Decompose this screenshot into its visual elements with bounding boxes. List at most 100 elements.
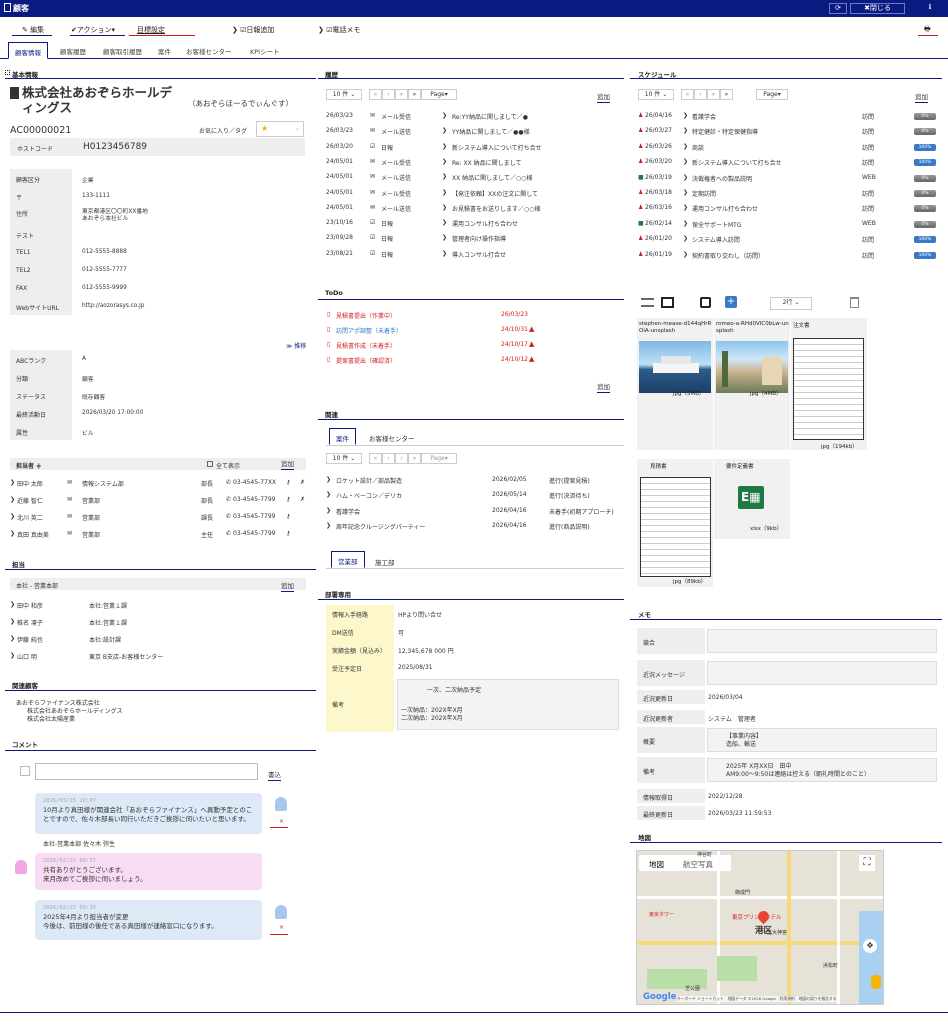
refresh-button[interactable]: ⟳: [829, 3, 847, 14]
tab-projects[interactable]: 案件: [158, 48, 171, 56]
project-chevron[interactable]: ❯: [326, 491, 332, 499]
image-view-icon[interactable]: [661, 297, 674, 308]
basic-field-value[interactable]: http://aozorasys.co.jp: [82, 303, 145, 309]
history-chevron[interactable]: ❯: [442, 188, 448, 196]
schedule-chevron[interactable]: ❯: [683, 204, 689, 212]
history-subject[interactable]: お見積書をお送りします／○○様: [452, 205, 541, 213]
contact-row-chevron[interactable]: ❯: [10, 496, 16, 503]
project-chevron[interactable]: ❯: [326, 506, 332, 514]
box-icon[interactable]: [700, 297, 711, 308]
key-icon[interactable]: ⚷: [286, 479, 291, 486]
schedule-next-button[interactable]: ›: [707, 89, 720, 100]
info-icon[interactable]: ℹ: [928, 3, 932, 11]
history-prev-button[interactable]: ‹: [382, 89, 395, 100]
schedule-title[interactable]: 新システム導入について打ち合せ: [692, 160, 782, 168]
history-subject[interactable]: 管理者向け操作指導: [452, 236, 507, 244]
kanren-per-page-select[interactable]: 10 件 ⌄: [326, 453, 362, 464]
add-staff-button[interactable]: 追加: [281, 582, 294, 592]
schedule-chevron[interactable]: ❯: [683, 173, 689, 181]
wrench-icon[interactable]: ✗: [300, 496, 306, 503]
contact-name[interactable]: 真田 真由美: [17, 532, 49, 539]
todo-title[interactable]: 提案書提出（確認済）: [336, 358, 397, 365]
schedule-title[interactable]: 保全サポートMTG: [692, 221, 742, 229]
tab-customer-history[interactable]: 顧客履歴: [60, 48, 86, 56]
staff-name[interactable]: 椎名 凛子: [17, 620, 43, 627]
kanren-page-select[interactable]: Page▾: [421, 453, 457, 464]
tab-customer-center[interactable]: お客様センター: [186, 48, 232, 56]
schedule-title[interactable]: 看護学会: [692, 114, 717, 121]
show-all-checkbox[interactable]: [207, 461, 213, 467]
add-daily-report-button[interactable]: ❯ ☑日報追加: [232, 26, 275, 34]
schedule-title[interactable]: 契約書取り交わし（訪問）: [692, 252, 765, 260]
tab-transaction-history[interactable]: 顧客取引履歴: [103, 48, 142, 56]
schedule-first-button[interactable]: «: [681, 89, 694, 100]
history-chevron[interactable]: ❯: [442, 157, 448, 165]
project-name[interactable]: 周年記念クルージングパーティー: [336, 523, 426, 531]
map-tab-map[interactable]: 地図: [649, 860, 664, 869]
tab-sales-dept[interactable]: 営業部: [331, 551, 365, 568]
schedule-per-page-select[interactable]: 10 件 ⌄: [638, 89, 674, 100]
envelope-icon[interactable]: ✉: [67, 479, 73, 486]
staff-name[interactable]: 田中 和彦: [17, 603, 43, 610]
todo-title[interactable]: 見積書提出（作業中）: [336, 313, 397, 320]
staff-name[interactable]: 伊藤 純也: [17, 637, 43, 644]
history-chevron[interactable]: ❯: [442, 249, 448, 257]
history-chevron[interactable]: ❯: [442, 112, 448, 119]
staff-chevron[interactable]: ❯: [10, 635, 16, 642]
staff-chevron[interactable]: ❯: [10, 601, 16, 608]
contact-row-chevron[interactable]: ❯: [10, 479, 16, 486]
project-chevron[interactable]: ❯: [326, 521, 332, 529]
history-first-button[interactable]: «: [369, 89, 382, 100]
file-rows-select[interactable]: 2行 ⌄: [770, 297, 812, 310]
kanren-last-button[interactable]: »: [408, 453, 421, 464]
tab-kpi-sheet[interactable]: KPIシート: [250, 48, 280, 56]
staff-name[interactable]: 山口 明: [17, 654, 37, 661]
contact-name[interactable]: 北川 英二: [17, 515, 43, 522]
schedule-chevron[interactable]: ❯: [683, 127, 689, 135]
file-card-1[interactable]: stephen-mease-d144qHrROiA-unsplash jpg（5…: [637, 318, 713, 450]
schedule-chevron[interactable]: ❯: [683, 235, 689, 243]
history-last-button[interactable]: »: [408, 89, 421, 100]
print-icon[interactable]: 🖶: [924, 25, 931, 33]
tab-construction-dept[interactable]: 施工部: [375, 559, 395, 567]
history-chevron[interactable]: ❯: [442, 127, 448, 135]
favorite-tag-select[interactable]: ★ ⌄: [256, 121, 304, 137]
schedule-chevron[interactable]: ❯: [683, 142, 689, 150]
related-item-1[interactable]: あおぞらファイナンス株式会社: [16, 700, 100, 707]
fullscreen-icon[interactable]: ⛶: [859, 855, 875, 871]
tab-customer-info[interactable]: 顧客情報: [8, 42, 48, 59]
goal-button[interactable]: 目標設定: [137, 26, 165, 34]
history-next-button[interactable]: ›: [395, 89, 408, 100]
schedule-title[interactable]: 特定健診・特定保健指導: [692, 129, 759, 137]
history-chevron[interactable]: ❯: [442, 203, 448, 211]
action-menu-button[interactable]: ✔アクション▾: [71, 26, 116, 34]
schedule-page-select[interactable]: Page▾: [756, 89, 788, 100]
add-schedule-button[interactable]: 追加: [915, 93, 928, 103]
add-contact-button[interactable]: 追加: [281, 460, 294, 470]
history-subject[interactable]: XX 納品に関しまして／○○様: [452, 175, 533, 183]
history-subject[interactable]: 運用コンサル打ち合わせ: [452, 221, 519, 229]
project-name[interactable]: 看護学会: [336, 508, 361, 516]
file-card-3[interactable]: 注文書 jpg（194kb）: [791, 318, 867, 450]
project-name[interactable]: ロケット設計／部品製造: [336, 478, 403, 485]
schedule-title[interactable]: システム導入訪問: [692, 237, 740, 245]
comment-input[interactable]: [35, 763, 258, 780]
add-file-icon[interactable]: +: [725, 296, 737, 308]
close-button[interactable]: ✖閉じる: [850, 3, 905, 14]
schedule-chevron[interactable]: ❯: [683, 112, 689, 119]
history-chevron[interactable]: ❯: [442, 173, 448, 181]
kanren-first-button[interactable]: «: [369, 453, 382, 464]
wrench-icon[interactable]: ✗: [300, 479, 306, 486]
contact-tel[interactable]: 03-4545-7799: [233, 530, 276, 537]
file-card-2[interactable]: romeo-a-RHd0VIC0bLw-unsplash jpg（4MB）: [714, 318, 790, 450]
schedule-chevron[interactable]: ❯: [683, 189, 689, 196]
history-chevron[interactable]: ❯: [442, 234, 448, 242]
contact-tel[interactable]: 03-4545-7799: [233, 513, 276, 520]
contact-name[interactable]: 近藤 智仁: [17, 498, 43, 505]
project-name[interactable]: ハム・ベーコン／デリカ: [336, 493, 403, 501]
envelope-icon[interactable]: ✉: [67, 496, 73, 503]
file-card-5[interactable]: 要件定義書 E▦ xlsx（9kb）: [714, 459, 790, 539]
history-subject[interactable]: Re: XX 納品に関しまして: [452, 159, 522, 167]
history-chevron[interactable]: ❯: [442, 219, 448, 227]
list-view-icon[interactable]: [641, 298, 654, 307]
